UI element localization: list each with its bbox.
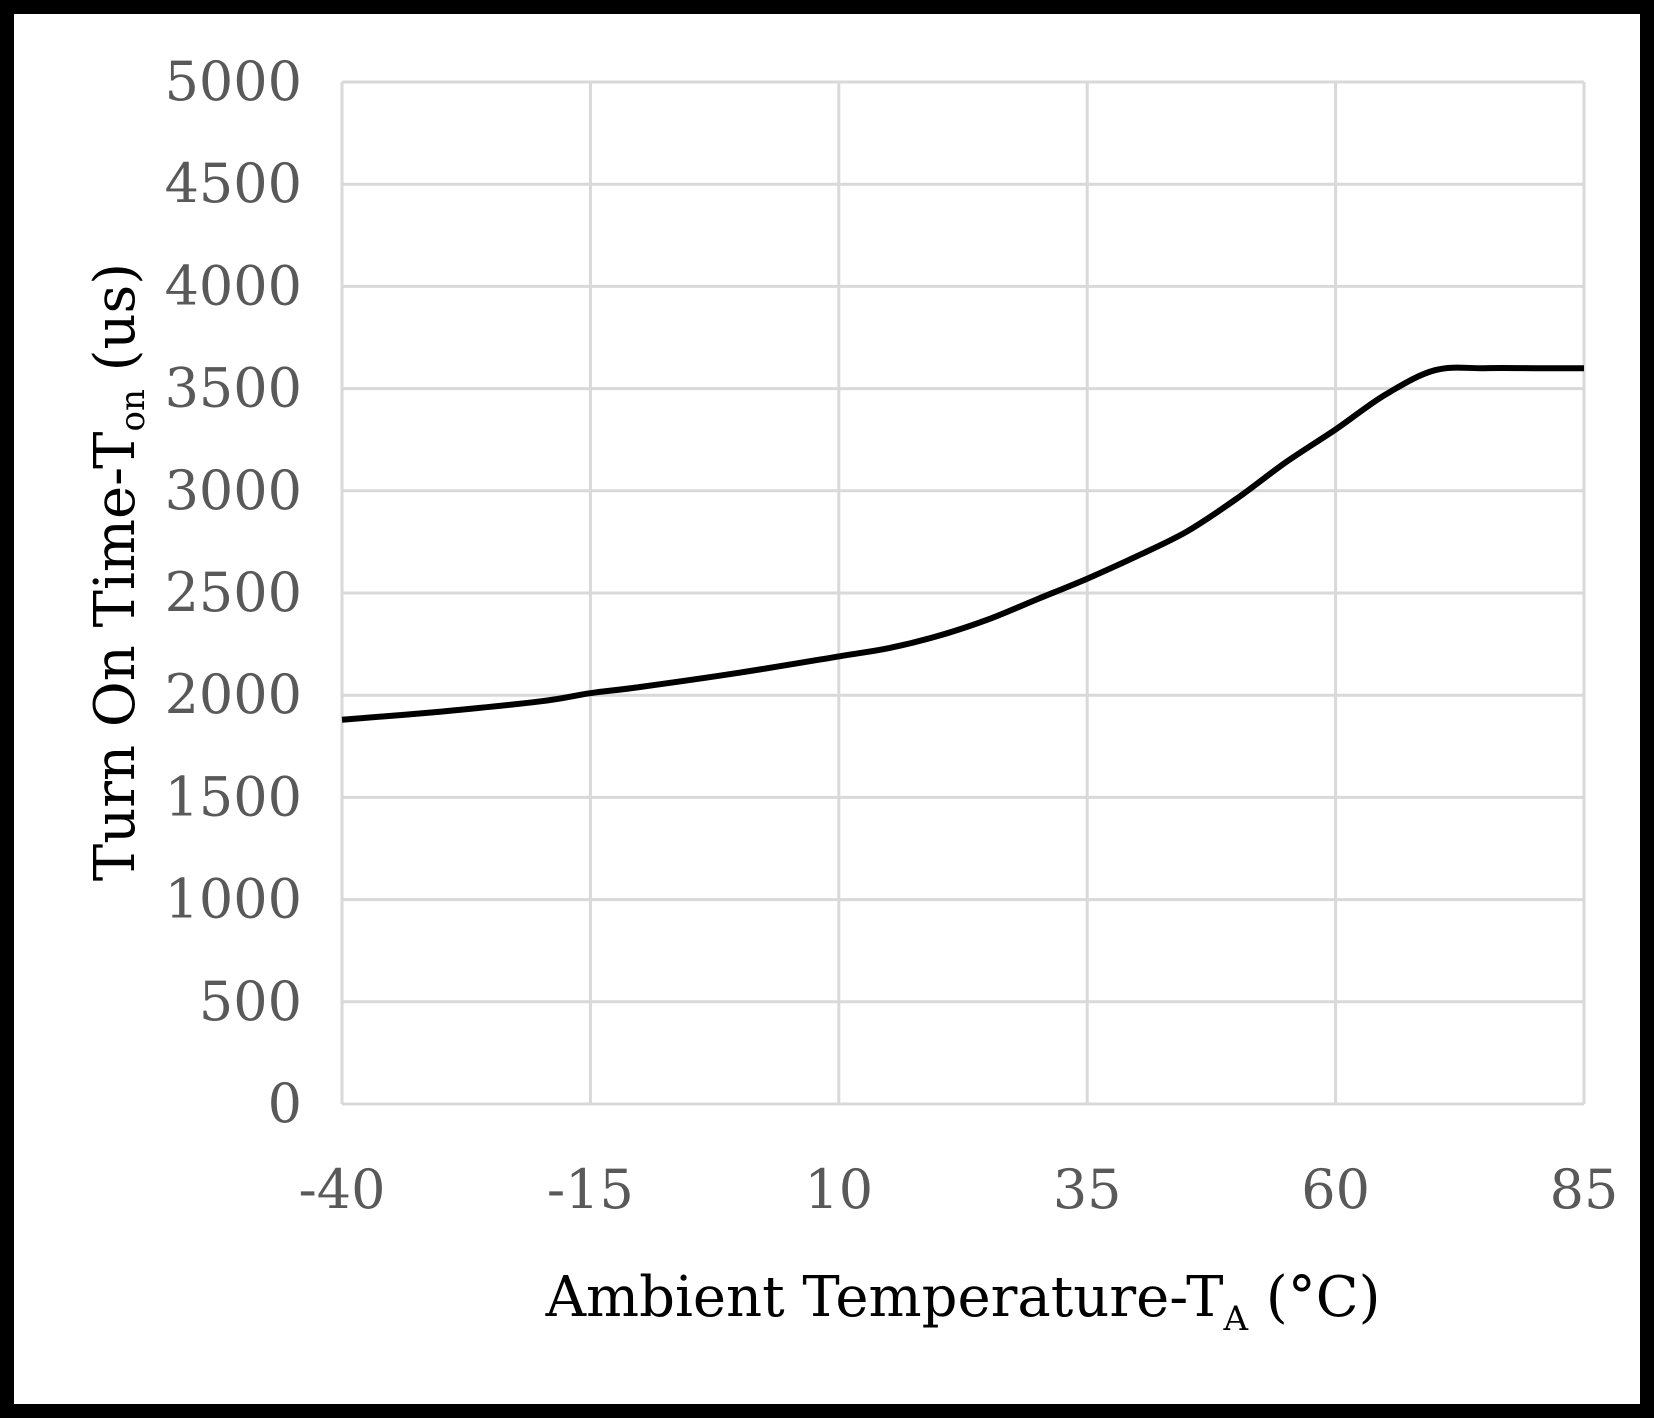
x-tick-label: -15 [547, 1158, 634, 1221]
y-axis-title: Turn On Time-Ton (us) [83, 263, 153, 881]
y-tick-label: 4500 [165, 152, 302, 215]
series-layer [341, 364, 1584, 723]
y-tick-label: 4000 [165, 254, 302, 317]
x-tick-label: 35 [1053, 1158, 1122, 1221]
y-tick-label: 0 [268, 1072, 302, 1135]
x-tick-labels: -40 -15 10 35 60 85 [299, 1158, 1619, 1221]
x-axis-title: Ambient Temperature-TA (°C) [545, 1265, 1381, 1339]
x-tick-label: 85 [1550, 1158, 1619, 1221]
x-tick-label: 10 [804, 1158, 873, 1221]
y-tick-label: 1500 [165, 765, 302, 828]
gridlines [340, 80, 1586, 1106]
y-tick-label: 5000 [165, 50, 302, 113]
y-tick-label: 3000 [165, 459, 302, 522]
y-tick-label: 500 [199, 970, 302, 1033]
y-tick-label: 3500 [165, 357, 302, 420]
y-tick-label: 2500 [165, 561, 302, 624]
x-tick-label: -40 [299, 1158, 386, 1221]
x-tick-label: 60 [1301, 1158, 1370, 1221]
y-tick-label: 2000 [165, 663, 302, 726]
y-tick-label: 1000 [165, 868, 302, 931]
series-line-0 [341, 364, 1584, 723]
y-tick-labels: 0 500 1000 1500 2000 2500 3000 3500 4000 4500 5000 [165, 50, 302, 1135]
